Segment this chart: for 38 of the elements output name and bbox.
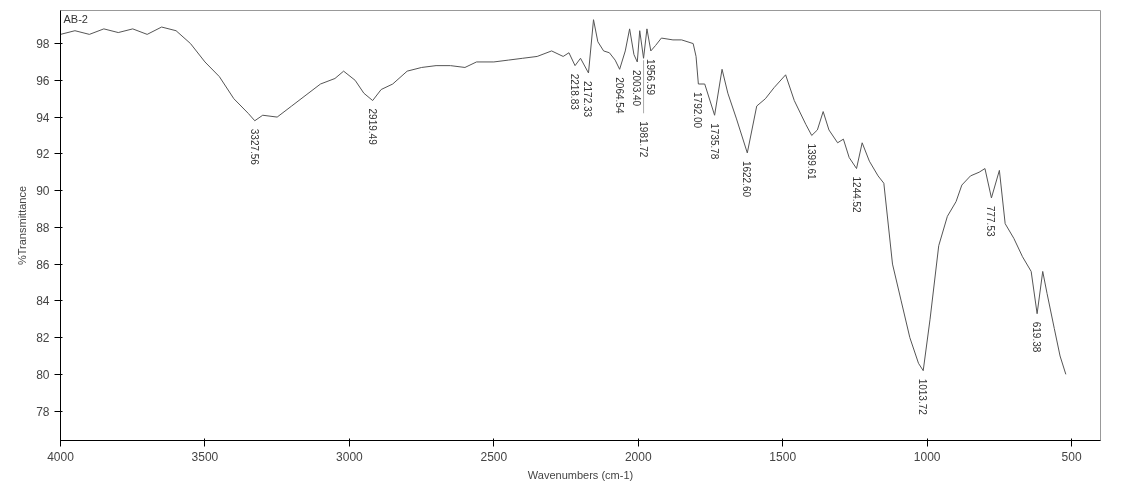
- annotation: 619.38: [1031, 321, 1043, 353]
- annotation: 3327.56: [248, 128, 260, 166]
- x-tick-label: 3000: [336, 449, 364, 464]
- annotation: 1735.78: [708, 123, 720, 160]
- y-tick-label: 90: [36, 184, 50, 199]
- y-tick-label: 78: [36, 404, 50, 419]
- annotation: 1622.60: [741, 160, 753, 198]
- x-tick-label: 4000: [47, 449, 75, 464]
- y-axis-title: %Transmittance: [16, 185, 29, 266]
- annotation: 2003.40: [631, 69, 643, 107]
- annotation: 2172.33: [582, 80, 594, 118]
- x-axis-title: Wavenumbers (cm-1): [527, 468, 634, 481]
- y-tick-label: 80: [36, 367, 50, 382]
- annotation: 2919.49: [366, 108, 378, 146]
- annotation: 1792.00: [692, 92, 704, 129]
- y-tick-label: 88: [36, 220, 50, 235]
- y-tick-label: 86: [36, 257, 50, 272]
- y-tick-label: 98: [36, 37, 50, 52]
- x-tick-label: 1500: [769, 449, 797, 464]
- y-tick-label: 92: [36, 147, 50, 162]
- annotation: 1244.52: [850, 176, 862, 214]
- x-tick-label: 2000: [624, 449, 652, 464]
- y-tick-label: 94: [36, 110, 50, 125]
- x-tick-label: 2500: [480, 449, 508, 464]
- annotation: 1399.61: [805, 143, 817, 181]
- y-tick-label: 82: [36, 331, 50, 346]
- x-tick-label: 1000: [913, 449, 941, 464]
- x-tick-label: 3500: [191, 449, 219, 464]
- y-tick-label: 96: [36, 73, 50, 88]
- y-tick-label: 84: [36, 294, 50, 309]
- x-tick-label: 500: [1061, 449, 1082, 464]
- annotation: 1981.72: [637, 121, 649, 158]
- annotation: 1013.72: [917, 378, 929, 416]
- annotation: 777.53: [985, 205, 997, 237]
- chart-title: AB-2: [63, 12, 88, 25]
- annotation: 2064.54: [613, 77, 625, 114]
- annotation: 2218.83: [569, 73, 581, 111]
- annotation: 1956.59: [644, 58, 656, 96]
